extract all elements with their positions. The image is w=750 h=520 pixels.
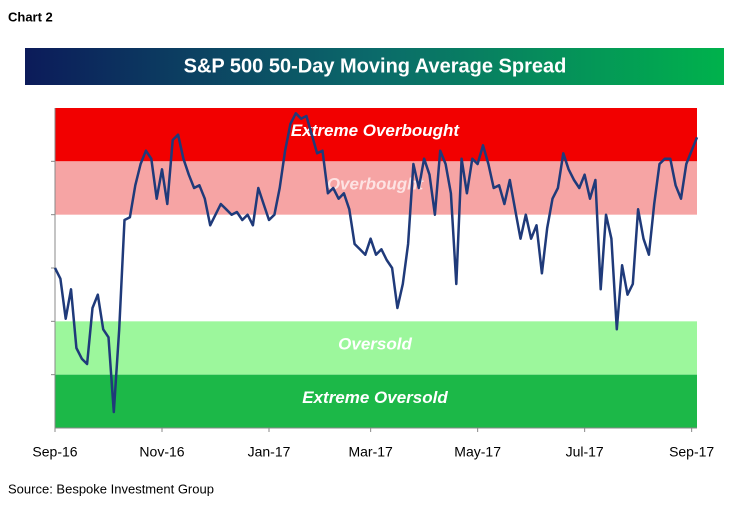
chart-label: Chart 2 [8,9,53,24]
zone-label: Extreme Oversold [302,388,448,407]
zone-label: Extreme Overbought [291,121,460,140]
x-tick-label: Sep-16 [32,444,77,460]
zone-band [55,374,697,428]
source-note: Source: Bespoke Investment Group [8,481,214,496]
zone-label: Oversold [338,334,412,353]
zone-band [55,108,697,162]
title-bar [25,48,724,85]
x-tick-label: Nov-16 [139,444,184,460]
x-tick-label: Jan-17 [248,444,291,460]
x-tick-label: May-17 [454,444,501,460]
x-tick-label: Jul-17 [566,444,604,460]
x-tick-label: Mar-17 [348,444,393,460]
zone-label: Overbought [327,174,425,193]
data-line [53,112,699,414]
plot-area: Extreme Overbought Overbought Oversold Extr… [32,108,714,460]
zone-band [55,321,697,375]
x-tick-label: Sep-17 [669,444,714,460]
chart-title: S&P 500 50-Day Moving Average Spread [184,55,567,77]
